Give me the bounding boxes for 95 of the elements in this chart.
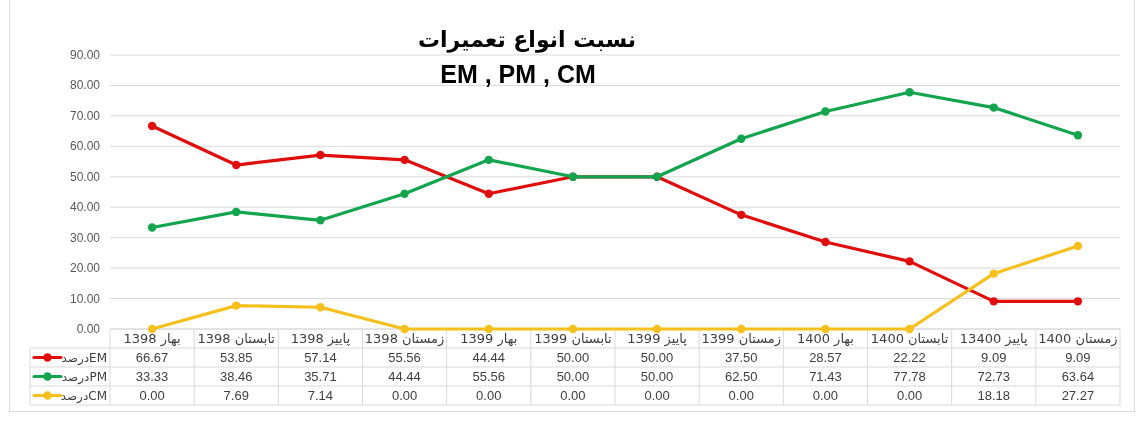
x-tick-label: بهار 1399	[460, 331, 518, 347]
point	[652, 324, 662, 334]
data-label: 44.44	[388, 369, 421, 384]
point	[568, 324, 578, 334]
x-tick-label: زمستان 1399	[701, 331, 781, 347]
x-tick-label: تابستان 1398	[197, 331, 276, 346]
point	[1073, 297, 1083, 306]
point	[484, 324, 493, 334]
y-tick-label: 90.00	[69, 48, 101, 62]
point	[905, 257, 914, 266]
y-tick-label: 50.00	[69, 169, 101, 184]
point	[484, 155, 493, 165]
data-label: 0.00	[896, 388, 923, 403]
data-label: 57.14	[304, 350, 337, 365]
data-label: 0.00	[728, 388, 754, 403]
y-tick-label: 40.00	[69, 200, 101, 215]
data-label: 71.43	[809, 369, 842, 384]
point	[400, 155, 409, 165]
y-tick-label: 30.00	[69, 230, 101, 245]
y-tick-label: 70.00	[69, 108, 101, 123]
data-label: 33.33	[135, 369, 169, 384]
y-tick-label: 20.00	[69, 261, 101, 276]
x-tick-label: تابستان 1400	[870, 331, 949, 346]
data-label: 22.22	[893, 350, 926, 365]
data-label: 77.78	[893, 369, 926, 384]
data-label: 37.50	[724, 350, 758, 365]
point	[821, 324, 830, 334]
y-tick-label: 60.00	[69, 139, 101, 154]
data-label: 18.18	[977, 388, 1011, 403]
chart-title: نسبت انواع تعمیرات	[417, 27, 637, 53]
point	[1073, 131, 1083, 140]
point	[316, 150, 325, 160]
x-tick-label: تابستان 1399	[534, 331, 613, 346]
data-label: 53.85	[219, 350, 253, 365]
point	[905, 88, 914, 97]
data-label: 0.00	[391, 388, 418, 403]
x-tick-label: زمستان 1398	[364, 331, 445, 347]
point	[316, 303, 325, 312]
data-label: 50.00	[556, 350, 590, 365]
legend-label: درصدPM	[61, 370, 107, 385]
data-label: 50.00	[556, 369, 590, 384]
y-tick-label: 0.00	[76, 322, 101, 336]
point	[821, 107, 830, 116]
data-label: 0.00	[644, 388, 670, 403]
data-label: 50.00	[640, 369, 674, 384]
data-label: 7.69	[223, 388, 249, 403]
chart-subtitle: EM , PM , CM	[440, 60, 596, 88]
x-tick-label: پاییز 1398	[290, 331, 351, 347]
data-label: 28.57	[809, 350, 842, 365]
data-label: 38.46	[219, 369, 253, 384]
x-tick-label: پاییز 13400	[959, 331, 1029, 347]
x-tick-label: پاییز 1399	[627, 331, 688, 347]
point	[232, 207, 241, 217]
point	[147, 324, 157, 334]
point	[905, 324, 914, 334]
x-tick-label: زمستان 1400	[1038, 331, 1118, 347]
point	[737, 210, 746, 220]
point	[232, 301, 241, 310]
data-label: 55.56	[472, 369, 506, 384]
point	[737, 324, 746, 334]
point	[989, 297, 998, 306]
point	[484, 189, 493, 198]
point	[1073, 241, 1083, 251]
point	[147, 223, 157, 232]
data-label: 0.00	[476, 388, 502, 403]
point	[147, 121, 157, 131]
data-label: 27.27	[1061, 388, 1095, 403]
data-label: 55.56	[388, 350, 421, 365]
data-label: 35.71	[304, 369, 337, 384]
point	[316, 216, 325, 225]
data-label: 0.00	[139, 388, 165, 403]
point	[232, 160, 241, 170]
y-tick-label: 80.00	[69, 78, 101, 93]
data-label: 0.00	[812, 388, 839, 403]
data-label: 63.64	[1061, 369, 1095, 384]
point	[821, 237, 830, 247]
x-tick-label: بهار 1400	[796, 331, 854, 347]
legend-label: درصدCM	[60, 389, 107, 404]
data-label: 72.73	[977, 369, 1011, 384]
data-label: 66.67	[135, 350, 169, 365]
point	[989, 269, 998, 278]
data-label: 7.14	[307, 388, 334, 403]
data-label: 0.00	[560, 388, 586, 403]
point	[737, 134, 746, 143]
x-tick-label: بهار 1398	[123, 331, 181, 347]
point	[989, 103, 998, 112]
point	[400, 324, 409, 334]
data-label: 9.09	[1065, 350, 1091, 365]
legend-label: درصدEM	[61, 351, 107, 366]
point	[400, 189, 409, 198]
data-label: 9.09	[981, 350, 1007, 365]
data-label: 44.44	[472, 350, 506, 365]
data-label: 62.50	[724, 369, 758, 384]
y-tick-label: 10.00	[69, 291, 101, 306]
data-label: 50.00	[640, 350, 674, 365]
